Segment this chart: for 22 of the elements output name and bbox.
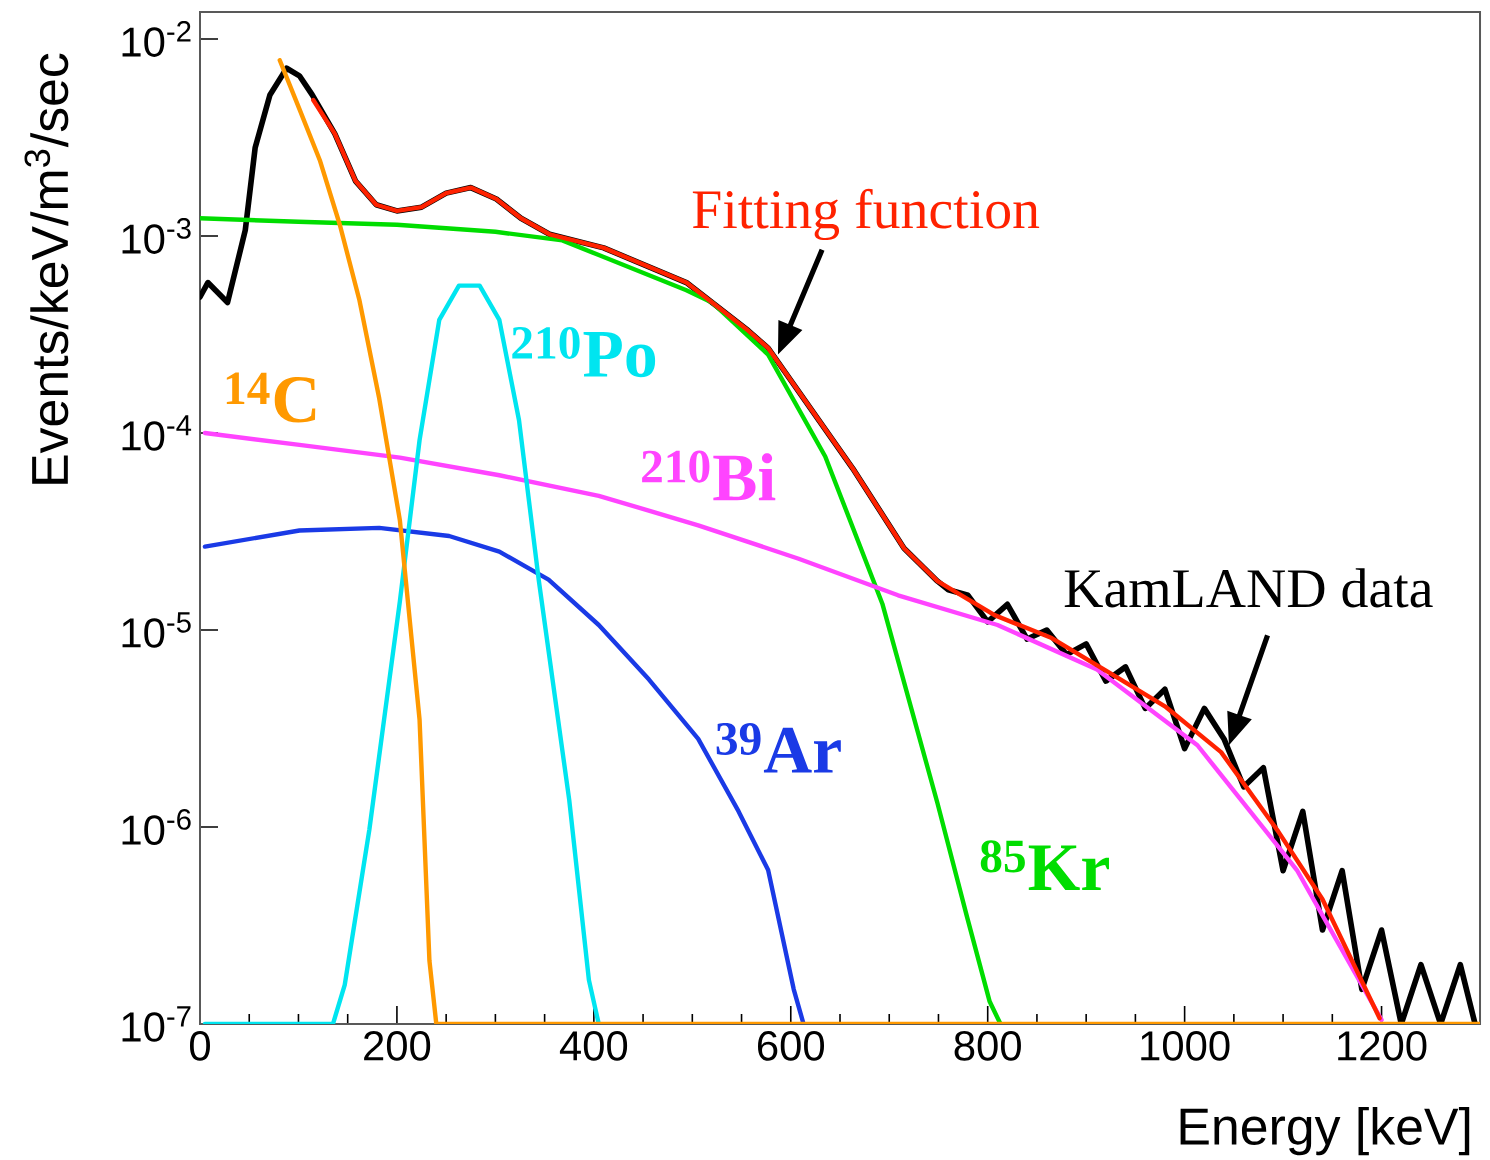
x-tick-label: 1200 bbox=[1338, 1031, 1427, 1061]
x-tick-label: 600 bbox=[757, 1031, 825, 1061]
x-tick-label: 0 bbox=[189, 1031, 210, 1061]
series-label: $^{210}$Bi bbox=[642, 450, 776, 501]
x-tick-label: 1000 bbox=[1141, 1031, 1230, 1061]
x-axis-title: Energy [keV] bbox=[1180, 1106, 1470, 1156]
y-axis-title: Events/keV/m$^{3}$/sec bbox=[24, 53, 69, 484]
y-tick-label: 10$^{-4}$ bbox=[122, 415, 192, 451]
series-label: $^{14}$C bbox=[226, 372, 316, 423]
y-tick-label: 10$^{-6}$ bbox=[122, 809, 191, 845]
series-label: $^{210}$Po bbox=[512, 326, 656, 378]
y-tick-label: 10$^{-5}$ bbox=[122, 612, 191, 648]
x-tick-label: 400 bbox=[559, 1031, 628, 1061]
y-tick-label: 10$^{-2}$ bbox=[122, 21, 191, 57]
x-tick-label: 800 bbox=[954, 1031, 1021, 1061]
y-tick-label: 10$^{-3}$ bbox=[122, 218, 191, 254]
x-tick-label: 200 bbox=[364, 1031, 431, 1061]
series-label: $^{85}$Kr bbox=[980, 840, 1109, 890]
annotation: Fitting function bbox=[692, 188, 1040, 241]
series-label: $^{39}$Ar bbox=[716, 723, 841, 773]
y-tick-label: 10$^{-7}$ bbox=[122, 1006, 191, 1042]
annotation: KamLAND data bbox=[1064, 568, 1433, 608]
